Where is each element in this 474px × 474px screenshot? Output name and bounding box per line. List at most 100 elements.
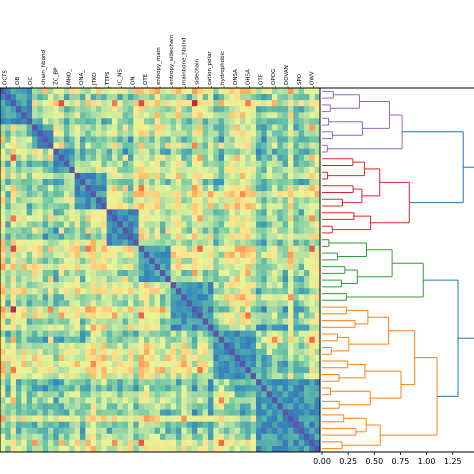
heatmap-cell xyxy=(80,94,86,101)
heatmap-cell xyxy=(202,336,209,344)
heatmap-cell xyxy=(64,427,70,435)
heatmap-cell xyxy=(213,270,219,277)
heatmap-cell xyxy=(32,148,38,156)
heatmap-cell xyxy=(133,227,139,234)
heatmap-cell xyxy=(266,118,273,125)
heatmap-cell xyxy=(256,445,262,453)
heatmap-cell xyxy=(80,263,86,271)
heatmap-cell xyxy=(293,112,299,119)
heatmap-cell xyxy=(202,391,209,398)
heatmap-cell xyxy=(32,445,38,453)
heatmap-cell xyxy=(234,294,241,301)
heatmap-cell xyxy=(272,172,278,180)
heatmap-cell xyxy=(10,415,17,422)
heatmap-cell xyxy=(224,263,230,271)
heatmap-cell xyxy=(234,379,241,386)
heatmap-cell xyxy=(117,415,123,422)
heatmap-cell xyxy=(202,94,209,101)
heatmap-cell xyxy=(10,191,17,198)
heatmap-cell xyxy=(250,361,257,368)
heatmap-cell xyxy=(21,439,27,447)
heatmap-cell xyxy=(213,361,219,368)
heatmap-cell xyxy=(64,239,70,247)
heatmap-cell xyxy=(48,215,54,222)
heatmap-cell xyxy=(293,421,299,429)
heatmap-cell xyxy=(304,106,310,113)
heatmap-cell xyxy=(16,312,22,319)
heatmap-cell xyxy=(10,185,17,192)
heatmap-cell xyxy=(21,306,27,313)
heatmap-cell xyxy=(5,106,11,113)
heatmap-cell xyxy=(229,221,235,228)
heatmap-cell xyxy=(117,276,123,283)
heatmap-cell xyxy=(117,233,123,240)
heatmap-cell xyxy=(5,288,11,295)
heatmap-cell xyxy=(106,397,113,404)
heatmap-cell xyxy=(96,379,102,386)
heatmap-cell xyxy=(32,427,38,435)
heatmap-cell xyxy=(186,160,193,168)
heatmap-cell xyxy=(314,221,321,228)
heatmap-cell xyxy=(128,209,134,216)
heatmap-cell xyxy=(261,160,267,168)
heatmap-cell xyxy=(138,106,145,113)
heatmap-cell xyxy=(277,251,283,259)
heatmap-cell xyxy=(117,124,123,131)
heatmap-cell xyxy=(128,427,134,435)
heatmap-cell xyxy=(58,124,65,131)
heatmap-cell xyxy=(144,239,150,247)
heatmap-cell xyxy=(256,142,262,149)
heatmap-cell xyxy=(133,263,139,271)
heatmap-cell xyxy=(261,191,267,198)
heatmap-cell xyxy=(192,179,198,186)
heatmap-cell xyxy=(160,185,166,192)
heatmap-cell xyxy=(160,354,166,362)
heatmap-cell xyxy=(224,197,230,204)
heatmap-cell xyxy=(213,118,219,125)
heatmap-cell xyxy=(218,197,225,204)
heatmap-cell xyxy=(261,379,267,386)
heatmap-cell xyxy=(21,409,27,416)
heatmap-cell xyxy=(138,348,145,356)
heatmap-cell xyxy=(170,288,177,295)
heatmap-cell xyxy=(16,330,22,338)
heatmap-cell xyxy=(112,185,118,192)
heatmap-cell xyxy=(48,197,54,204)
heatmap-cell xyxy=(176,270,182,277)
heatmap-cell xyxy=(186,379,193,386)
heatmap-cell xyxy=(208,318,214,325)
heatmap-cell xyxy=(304,112,310,119)
heatmap-cell xyxy=(74,379,81,386)
heatmap-cell xyxy=(192,160,198,168)
heatmap-cell xyxy=(154,185,161,192)
heatmap-cell xyxy=(37,330,43,338)
heatmap-cell xyxy=(122,215,129,222)
heatmap-cell xyxy=(277,367,283,374)
heatmap-cell xyxy=(170,245,177,253)
heatmap-cell xyxy=(42,245,49,253)
heatmap-cell xyxy=(42,172,49,180)
heatmap-cell xyxy=(133,282,139,289)
heatmap-cell xyxy=(85,348,91,356)
heatmap-cell xyxy=(21,276,27,283)
heatmap-cell xyxy=(96,385,102,392)
heatmap-cell xyxy=(133,112,139,119)
heatmap-cell xyxy=(218,348,225,356)
heatmap-cell xyxy=(160,118,166,125)
column-label: OC xyxy=(28,77,34,85)
heatmap-cell xyxy=(202,100,209,107)
heatmap-cell xyxy=(128,197,134,204)
heatmap-cell xyxy=(277,118,283,125)
heatmap-cell xyxy=(32,324,38,331)
heatmap-cell xyxy=(186,191,193,198)
heatmap-cell xyxy=(202,221,209,228)
heatmap-cell xyxy=(197,209,203,216)
heatmap-cell xyxy=(5,166,11,174)
heatmap-cell xyxy=(80,445,86,453)
heatmap-cell xyxy=(138,276,145,283)
heatmap-cell xyxy=(304,373,310,380)
heatmap-cell xyxy=(240,209,246,216)
heatmap-cell xyxy=(170,342,177,350)
heatmap-cell xyxy=(277,288,283,295)
heatmap-cell xyxy=(0,251,6,259)
